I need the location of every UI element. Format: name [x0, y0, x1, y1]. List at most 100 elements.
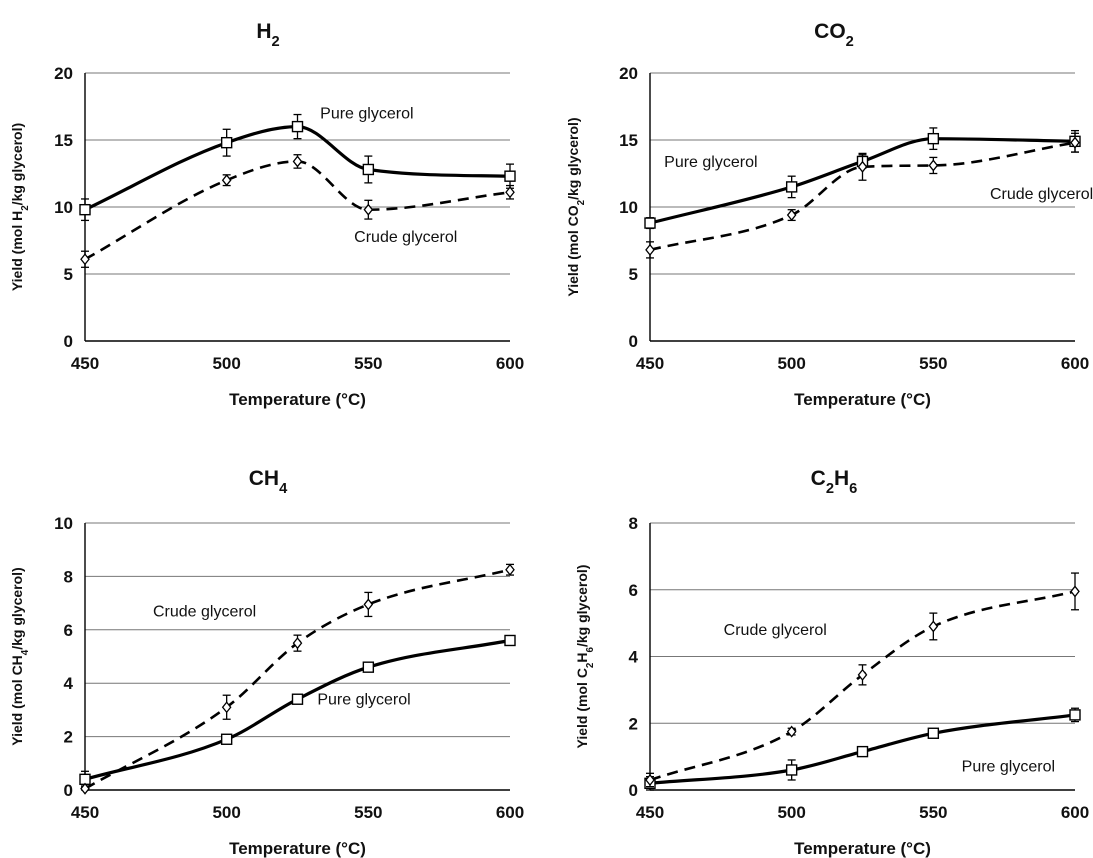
h2-y-tick-label: 5 — [64, 265, 73, 284]
co2-pure-label: Pure glycerol — [664, 154, 757, 171]
co2-chart-title: CO2 — [814, 20, 854, 50]
h2-pure-series — [79, 113, 516, 222]
ch4-y-tick-label: 2 — [64, 728, 73, 747]
co2-crude-label: Crude glycerol — [990, 186, 1093, 203]
ch4-y-tick-label: 6 — [64, 621, 73, 640]
ch4-y-tick-label: 4 — [64, 674, 74, 693]
c2h6-crude-point — [928, 620, 939, 633]
h2-chart-title-part: H — [256, 20, 271, 43]
c2h6-crude-point — [786, 725, 797, 738]
h2-crude-point — [363, 203, 374, 216]
co2-crude-point — [857, 160, 868, 173]
h2-pure-point — [504, 170, 516, 182]
co2-x-tick-label: 500 — [777, 354, 805, 373]
c2h6-crude-point — [857, 668, 868, 681]
h2-pure-point — [362, 163, 375, 176]
panel-h2: 0 5 10 15 20 450 500 550 600 Temperature (°C) Yiel… — [9, 20, 524, 409]
panel-ch4: 0 2 4 6 8 10 450 500 550 600 Temperature (°C) Yield… — [9, 467, 524, 858]
ch4-y-axis-title: Yield (mol CH4/kg glycerol) — [9, 567, 31, 745]
ch4-y-tick-label: 8 — [64, 567, 73, 586]
ch4-crude-point — [292, 637, 303, 650]
c2h6-pure-point — [856, 745, 869, 758]
co2-y-tick-label: 20 — [619, 64, 638, 83]
c2h6-crude-series — [645, 572, 1080, 788]
ch4-crude-point — [505, 563, 515, 576]
ch4-x-tick-label: 500 — [212, 803, 240, 822]
ch4-crude-line — [84, 568, 511, 790]
c2h6-y-axis-title-part: Yield (mol C — [574, 668, 590, 748]
co2-chart-title-part: CO — [814, 20, 846, 43]
ch4-y-axis-title-part: /kg glycerol) — [9, 567, 25, 649]
ch4-x-tick-label: 450 — [71, 803, 99, 822]
panel-c2h6: 0 2 4 6 8 450 500 550 600 Temperature (°C) Yield (… — [574, 467, 1089, 858]
c2h6-y-tick-label: 8 — [629, 514, 638, 533]
h2-x-tick-label: 450 — [71, 354, 99, 373]
ch4-pure-line — [84, 638, 511, 781]
ch4-y-tick-label: 0 — [64, 781, 73, 800]
c2h6-pure-point — [927, 727, 940, 739]
h2-crude-point — [80, 253, 90, 266]
co2-y-tick-label: 10 — [619, 198, 638, 217]
c2h6-chart-title-part: C — [811, 467, 826, 490]
c2h6-y-tick-label: 4 — [629, 648, 639, 667]
co2-x-tick-label: 450 — [636, 354, 664, 373]
c2h6-x-tick-label: 450 — [636, 803, 664, 822]
h2-pure-label: Pure glycerol — [320, 106, 413, 123]
ch4-crude-point — [80, 782, 90, 795]
co2-y-axis-title: Yield (mol CO2/kg glycerol) — [565, 117, 587, 296]
ch4-pure-point — [291, 693, 304, 705]
co2-x-tick-label: 550 — [919, 354, 947, 373]
c2h6-y-tick-label: 2 — [629, 714, 638, 733]
c2h6-chart-title-part: 2 — [826, 481, 834, 497]
co2-pure-point — [785, 181, 798, 193]
h2-y-axis-title-part: /kg glycerol) — [9, 123, 25, 205]
c2h6-x-tick-label: 550 — [919, 803, 947, 822]
h2-x-tick-label: 600 — [496, 354, 524, 373]
c2h6-y-tick-label: 0 — [629, 781, 638, 800]
c2h6-x-axis-title: Temperature (°C) — [794, 839, 931, 858]
c2h6-y-tick-label: 6 — [629, 581, 638, 600]
co2-y-axis-title-part: Yield (mol CO — [565, 205, 581, 296]
ch4-chart-title-part: CH — [249, 467, 279, 490]
ch4-pure-series — [79, 634, 516, 788]
co2-x-axis-title: Temperature (°C) — [794, 390, 931, 409]
h2-y-axis-title-part: 2 — [20, 205, 31, 211]
ch4-y-tick-label: 10 — [54, 514, 73, 533]
h2-y-tick-label: 0 — [64, 332, 73, 351]
ch4-chart-title-part: 4 — [279, 481, 288, 497]
co2-x-tick-label: 600 — [1061, 354, 1089, 373]
c2h6-chart-title: C2H6 — [811, 467, 858, 497]
ch4-pure-point — [362, 661, 375, 673]
c2h6-crude-label: Crude glycerol — [724, 622, 827, 639]
ch4-y-axis-title-part: Yield (mol CH — [9, 655, 25, 746]
h2-chart-title: H2 — [256, 20, 279, 50]
c2h6-x-tick-label: 600 — [1061, 803, 1089, 822]
h2-y-axis-title-part: Yield (mol H — [9, 211, 25, 291]
co2-crude-series — [645, 132, 1080, 259]
h2-chart-title-part: 2 — [272, 34, 280, 50]
c2h6-crude-point — [1070, 585, 1080, 598]
ch4-x-tick-label: 600 — [496, 803, 524, 822]
co2-crude-line — [649, 141, 1076, 252]
co2-chart-title-part: 2 — [846, 34, 854, 50]
co2-y-tick-label: 15 — [619, 131, 638, 150]
co2-pure-point — [644, 217, 656, 229]
co2-y-tick-label: 0 — [629, 332, 638, 351]
h2-pure-point — [79, 203, 91, 216]
c2h6-crude-point — [645, 773, 655, 787]
co2-crude-point — [645, 243, 655, 256]
h2-y-tick-label: 10 — [54, 198, 73, 217]
co2-pure-line — [649, 137, 1076, 225]
h2-crude-label: Crude glycerol — [354, 229, 457, 246]
ch4-y-axis-title-part: 4 — [20, 649, 31, 655]
c2h6-pure-point — [785, 764, 798, 776]
h2-y-tick-label: 20 — [54, 64, 73, 83]
co2-crude-point — [1070, 136, 1080, 149]
h2-crude-point — [292, 155, 303, 168]
h2-pure-point — [291, 120, 304, 133]
c2h6-pure-point — [1069, 709, 1081, 721]
c2h6-y-axis-title: Yield (mol C2H6/kg glycerol) — [574, 565, 596, 749]
ch4-pure-label: Pure glycerol — [317, 692, 410, 709]
h2-x-tick-label: 500 — [212, 354, 240, 373]
